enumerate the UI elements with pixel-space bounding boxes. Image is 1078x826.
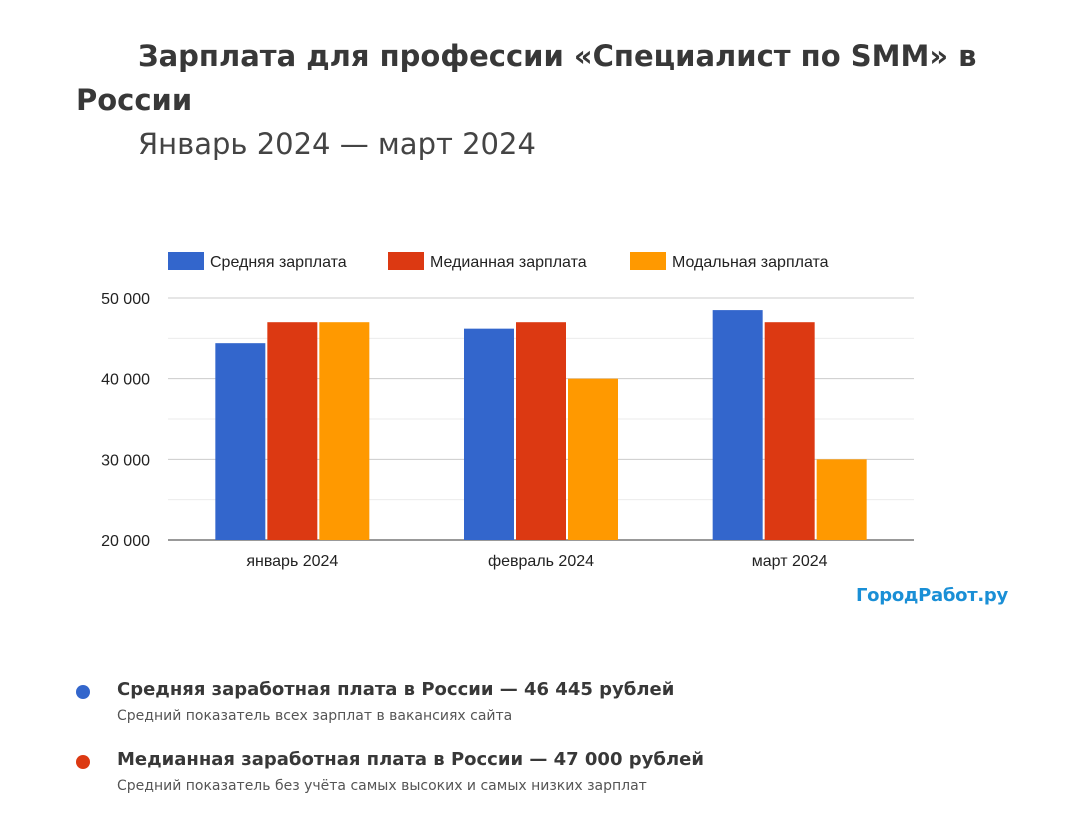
bar-2-2: [516, 322, 566, 540]
page-subtitle: Январь 2024 — март 2024: [138, 127, 536, 161]
info-average-heading: Средняя заработная плата в России — 46 4…: [117, 679, 675, 700]
chart-legend: Средняя зарплата Медианная зарплата Модаль…: [168, 252, 829, 271]
legend-label-2: Медианная зарплата: [430, 254, 587, 271]
legend-label-3: Модальная зарплата: [672, 254, 829, 271]
x-category-label: февраль 2024: [488, 553, 594, 570]
bar-2-3: [764, 322, 815, 540]
watermark-logo: ГородРабот.ру: [856, 585, 1008, 606]
title-block: Зарплата для профессии «Специалист по SM…: [76, 34, 1036, 164]
bar-3-3: [816, 459, 867, 540]
bar-2-1: [267, 322, 318, 540]
info-average-dot: [76, 685, 90, 699]
info-average-description: Средний показатель всех зарплат в ваканс…: [117, 708, 513, 724]
info-median-description: Средний показатель без учёта самых высок…: [117, 778, 647, 794]
y-tick-label: 50 000: [101, 291, 150, 308]
chart-axes: 20 000 30 000 40 000 50 000 январь 2024 февра…: [101, 291, 828, 570]
info-median: Медианная заработная плата в России — 47…: [76, 746, 1036, 798]
page-title: Зарплата для профессии «Специалист по SM…: [76, 39, 977, 117]
y-tick-label: 30 000: [101, 452, 150, 469]
x-category-label: март 2024: [752, 553, 828, 570]
info-median-heading: Медианная заработная плата в России — 47…: [117, 749, 704, 770]
legend-swatch-2: [388, 252, 424, 270]
x-category-label: январь 2024: [246, 553, 338, 570]
salary-bar-chart: 20 000 30 000 40 000 50 000 январь 2024 февра…: [101, 252, 914, 570]
bar-1-1: [215, 343, 266, 540]
info-median-dot: [76, 755, 90, 769]
bar-1-2: [464, 328, 514, 540]
chart-bars: [215, 310, 867, 540]
y-tick-label: 20 000: [101, 533, 150, 550]
bar-3-1: [319, 322, 370, 540]
legend-swatch-1: [168, 252, 204, 270]
info-average: Средняя заработная плата в России — 46 4…: [76, 676, 1036, 728]
legend-label-1: Средняя зарплата: [210, 254, 347, 271]
bar-1-3: [712, 310, 763, 540]
bar-3-2: [568, 378, 618, 540]
y-tick-label: 40 000: [101, 372, 150, 389]
legend-swatch-3: [630, 252, 666, 270]
